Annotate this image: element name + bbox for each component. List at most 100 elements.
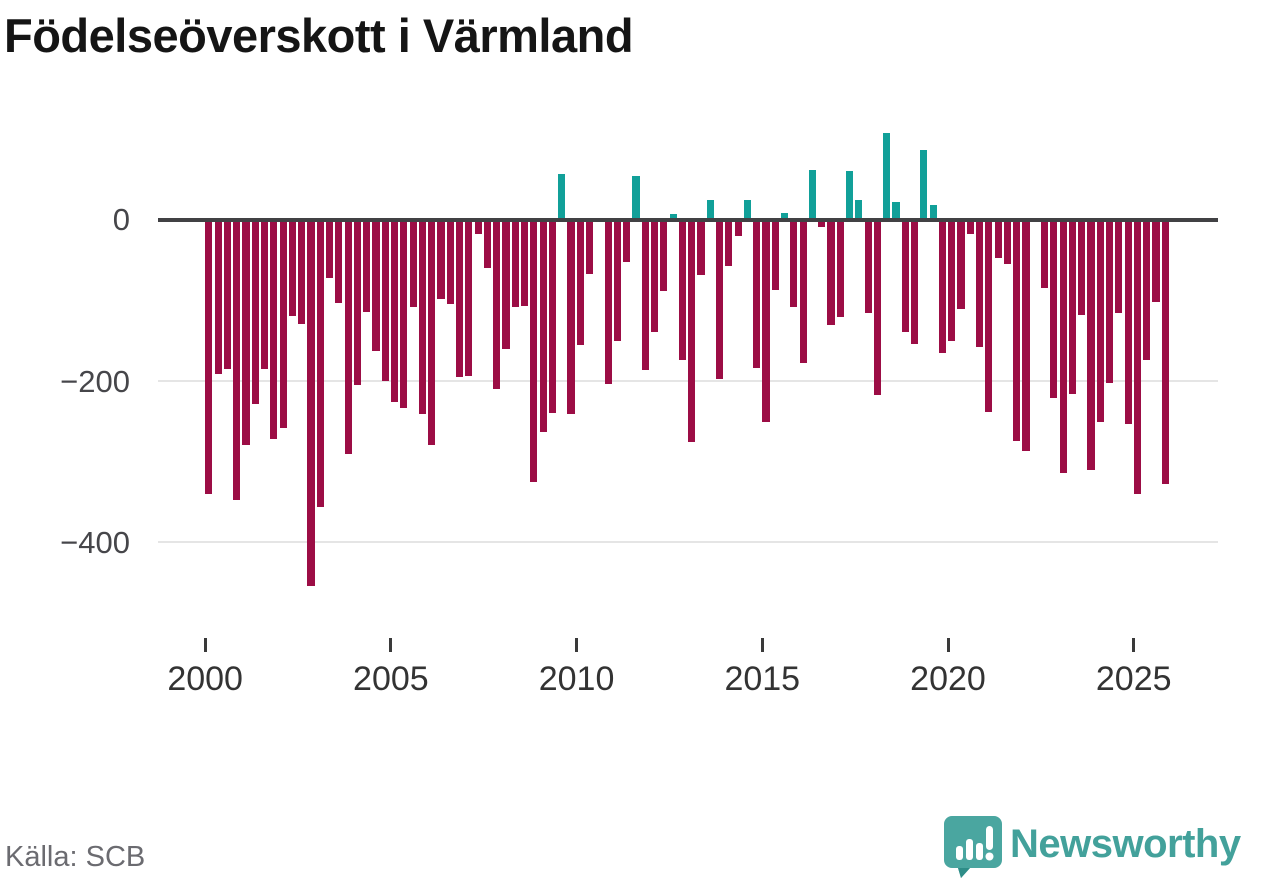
source-note: Källa: SCB: [5, 841, 146, 873]
bar-negative: [938, 219, 947, 353]
bar-negative: [1143, 219, 1151, 361]
bar-positive: [929, 205, 937, 219]
bar-positive: [669, 214, 677, 219]
bar-negative: [985, 219, 993, 412]
bar-negative: [678, 219, 687, 361]
x-axis-tick-mark: [203, 638, 207, 652]
bar-negative: [493, 219, 501, 390]
bar-negative: [975, 219, 984, 347]
bar-positive: [883, 132, 891, 219]
brand-wordmark: Newsworthy: [1010, 822, 1241, 866]
bar-negative: [1096, 219, 1104, 422]
bar-negative: [344, 219, 352, 454]
bar-negative: [1003, 219, 1012, 265]
bar-negative: [1068, 219, 1077, 395]
gridline: [158, 379, 1218, 382]
bar-negative: [474, 219, 482, 234]
bar-negative: [910, 219, 919, 345]
bar-negative: [455, 219, 464, 378]
bar-negative: [530, 219, 538, 483]
bar-negative: [400, 219, 408, 408]
bar-positive: [558, 173, 566, 219]
bar-negative: [242, 219, 250, 446]
bar-negative: [298, 219, 306, 324]
bar-negative: [650, 219, 659, 332]
x-axis-tick-label: 2000: [167, 660, 243, 698]
bar-negative: [270, 219, 278, 439]
bar-negative: [353, 219, 362, 385]
bar-negative: [539, 219, 547, 433]
bar-negative: [214, 219, 222, 374]
bar-negative: [437, 219, 445, 299]
bar-negative: [363, 219, 371, 312]
bar-negative: [502, 219, 510, 349]
bar-negative: [827, 219, 835, 325]
bar-negative: [994, 219, 1002, 258]
x-axis-tick-mark: [760, 638, 764, 652]
chart-title: Födelseöverskott i Värmland: [4, 9, 634, 62]
bar-negative: [279, 219, 287, 429]
bar-negative: [372, 219, 380, 352]
x-axis-tick-label: 2005: [353, 660, 429, 698]
bar-negative: [223, 219, 232, 370]
bar-negative: [641, 219, 649, 370]
x-axis-tick-mark: [389, 638, 393, 652]
bar-negative: [418, 219, 427, 415]
bar-negative: [1040, 219, 1049, 288]
bar-negative: [966, 219, 974, 235]
bar-negative: [251, 219, 259, 404]
bar-negative: [1105, 219, 1114, 383]
bar-negative: [548, 219, 557, 413]
bar-negative: [1161, 219, 1169, 484]
bar-positive: [920, 149, 928, 219]
bar-negative: [567, 219, 575, 415]
bar-negative: [753, 219, 761, 369]
bar-positive: [632, 176, 640, 219]
bar-negative: [697, 219, 705, 275]
bar-negative: [260, 219, 269, 370]
x-axis-zero-line: [158, 218, 1218, 222]
bar-negative: [1078, 219, 1086, 316]
bar-negative: [864, 219, 872, 313]
bar-negative: [734, 219, 742, 236]
bar-negative: [762, 219, 770, 422]
bar-negative: [901, 219, 909, 332]
x-axis-tick-label: 2010: [538, 660, 615, 698]
bar-positive: [743, 199, 752, 219]
bar-negative: [511, 219, 519, 307]
bar-negative: [335, 219, 343, 303]
bar-negative: [576, 219, 584, 345]
bar-negative: [233, 219, 241, 500]
bar-negative: [1013, 219, 1021, 442]
bar-negative: [288, 219, 297, 316]
bar-negative: [1124, 219, 1132, 425]
bar-negative: [205, 219, 213, 494]
bar-negative: [836, 219, 844, 317]
bar-negative: [660, 219, 668, 291]
x-axis-tick-mark: [575, 638, 579, 652]
bar-negative: [613, 219, 622, 341]
bar-negative: [873, 219, 882, 395]
newsworthy-bubble-icon: [944, 816, 1002, 878]
bar-negative: [688, 219, 696, 442]
bar-negative: [771, 219, 779, 291]
bar-negative: [725, 219, 733, 266]
gridline: [158, 541, 1218, 543]
bar-negative: [799, 219, 807, 363]
bar-negative: [818, 219, 826, 228]
bar-negative: [390, 219, 399, 403]
bar-negative: [1133, 219, 1142, 495]
bar-negative: [604, 219, 612, 384]
bar-positive: [845, 170, 854, 220]
bar-negative: [381, 219, 389, 381]
bar-negative: [1050, 219, 1058, 398]
bar-negative: [790, 219, 798, 307]
x-axis-tick-label: 2015: [724, 660, 801, 698]
bar-negative: [1115, 219, 1123, 313]
y-axis-tick-label: −400: [60, 525, 130, 560]
bar-negative: [409, 219, 417, 307]
x-axis-tick-mark: [946, 638, 950, 652]
bar-negative: [428, 219, 436, 446]
x-axis-tick-label: 2025: [1095, 660, 1172, 698]
